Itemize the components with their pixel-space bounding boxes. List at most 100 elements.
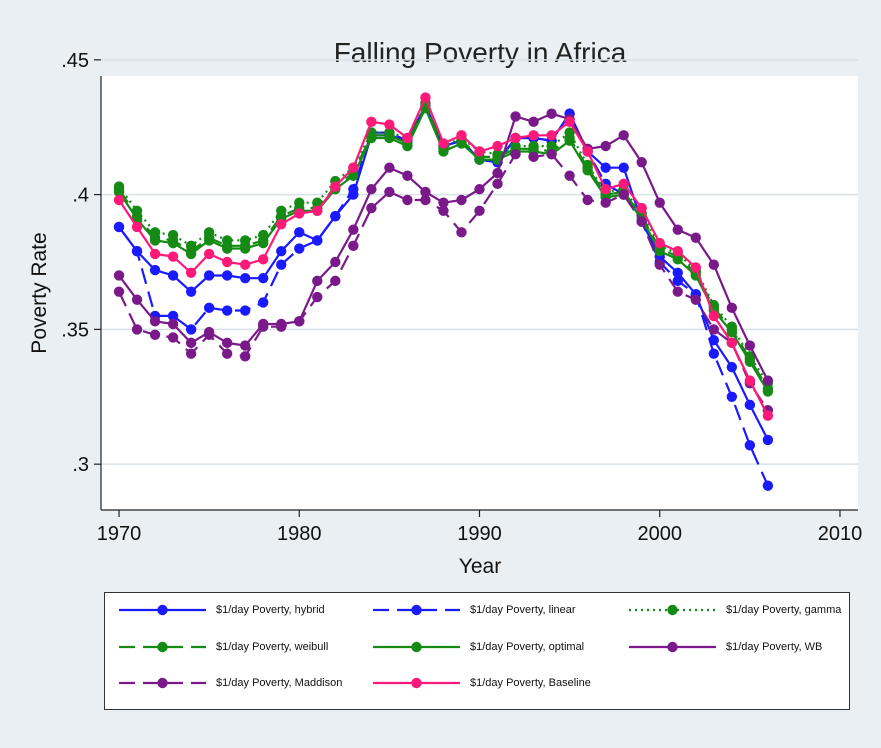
data-point: [203, 248, 215, 260]
data-point: [564, 135, 575, 146]
data-point: [113, 186, 125, 198]
data-point: [744, 440, 756, 451]
legend-label: $1/day Poverty, WB: [726, 641, 823, 653]
data-point: [113, 194, 125, 206]
data-point: [348, 224, 359, 235]
data-point: [528, 130, 539, 141]
data-point: [239, 305, 251, 316]
data-point: [528, 116, 539, 128]
data-point: [276, 321, 287, 332]
data-point: [690, 294, 701, 305]
data-point: [149, 329, 161, 340]
legend-item: $1/day Poverty, optimal: [369, 637, 584, 657]
data-point: [330, 210, 341, 222]
data-point: [131, 324, 143, 335]
data-point: [366, 184, 377, 195]
data-point: [618, 130, 629, 141]
data-point: [167, 251, 179, 262]
data-point: [726, 361, 738, 373]
data-point: [726, 391, 738, 402]
data-point: [546, 130, 557, 141]
data-point: [294, 227, 305, 238]
data-point: [474, 205, 485, 216]
data-point: [672, 286, 683, 297]
data-point: [672, 224, 683, 235]
data-point: [744, 340, 756, 351]
data-point: [672, 275, 683, 287]
data-point: [366, 132, 377, 144]
data-point: [708, 259, 720, 270]
legend-swatch: [373, 604, 460, 616]
data-point: [456, 130, 467, 141]
data-point: [402, 194, 413, 206]
series-5: [113, 108, 774, 386]
data-point: [582, 194, 593, 206]
y-tick-label: .3: [72, 454, 89, 476]
legend-swatch: [629, 604, 716, 616]
data-point: [239, 340, 251, 351]
data-point: [185, 324, 197, 335]
data-point: [276, 219, 287, 230]
data-point: [420, 194, 431, 206]
series-6: [113, 148, 774, 416]
data-point: [654, 259, 665, 270]
data-point: [384, 162, 395, 173]
data-point: [185, 248, 197, 260]
data-point: [203, 329, 215, 340]
x-axis-label: Year: [459, 555, 501, 578]
data-point: [636, 216, 647, 227]
data-point: [330, 181, 341, 192]
data-point: [113, 270, 125, 281]
data-point: [654, 197, 665, 208]
data-point: [492, 178, 503, 190]
data-point: [348, 184, 359, 195]
data-point: [239, 243, 251, 254]
data-point: [528, 151, 539, 163]
data-point: [654, 237, 665, 249]
data-point: [221, 305, 233, 316]
data-point: [636, 202, 647, 214]
legend-item: $1/day Poverty, gamma: [625, 600, 841, 620]
axes: .3 .35 .4 .45 1970 1980 1990 2000 2010: [61, 50, 862, 545]
data-point: [492, 167, 503, 179]
data-point: [312, 275, 323, 287]
x-tick-label: 1970: [97, 523, 142, 545]
data-point: [510, 111, 521, 122]
legend-swatch: [373, 641, 460, 653]
data-point: [474, 154, 485, 165]
data-point: [366, 116, 377, 128]
data-point: [690, 232, 701, 243]
legend-item: $1/day Poverty, Baseline: [369, 673, 591, 693]
legend-item: $1/day Poverty, Maddison: [115, 673, 342, 693]
data-point: [456, 194, 467, 206]
data-point: [600, 197, 611, 208]
data-point: [762, 480, 774, 491]
data-point: [546, 148, 557, 160]
data-point: [474, 146, 485, 157]
data-point: [330, 256, 341, 268]
data-point: [510, 132, 521, 144]
data-point: [185, 337, 197, 349]
legend-label: $1/day Poverty, Maddison: [216, 677, 343, 689]
data-point: [690, 262, 701, 273]
legend-label: $1/day Poverty, weibull: [216, 641, 329, 653]
data-point: [348, 170, 359, 181]
data-point: [672, 246, 683, 257]
data-point: [113, 286, 125, 297]
data-point: [203, 235, 215, 246]
series-7: [113, 92, 774, 421]
data-point: [167, 270, 179, 281]
data-point: [618, 189, 629, 200]
legend-label: $1/day Poverty, linear: [470, 604, 576, 616]
data-point: [672, 267, 683, 278]
data-point: [762, 375, 774, 386]
data-point: [600, 184, 611, 195]
legend-item: $1/day Poverty, weibull: [115, 637, 328, 657]
data-point: [708, 324, 720, 335]
legend-label: $1/day Poverty, optimal: [470, 641, 585, 653]
data-point: [113, 221, 125, 233]
data-point: [438, 146, 449, 157]
data-point: [131, 294, 143, 305]
data-point: [474, 184, 485, 195]
